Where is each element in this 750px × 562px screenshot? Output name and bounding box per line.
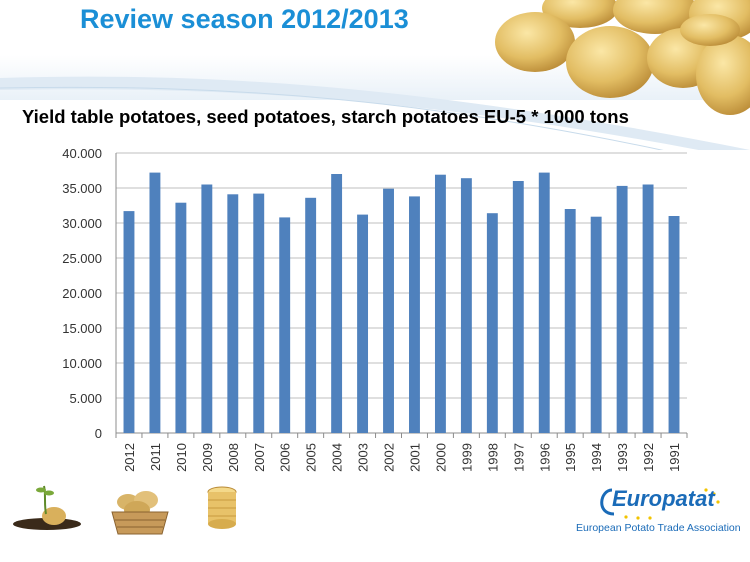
bar <box>331 174 343 433</box>
x-tick-label: 1998 <box>485 443 500 472</box>
x-tick-label: 2009 <box>200 443 215 472</box>
x-tick-label: 2005 <box>304 443 319 472</box>
y-tick-label: 35.000 <box>62 181 102 196</box>
potato-basket-icon <box>111 491 169 535</box>
bar <box>434 174 446 433</box>
bar <box>279 217 291 433</box>
x-tick-label: 2007 <box>252 443 267 472</box>
bar <box>460 178 472 433</box>
y-tick-label: 25.000 <box>62 251 102 266</box>
bar <box>590 216 602 433</box>
x-tick-label: 1996 <box>537 443 552 472</box>
logo-tagline: European Potato Trade Association <box>576 522 741 534</box>
x-tick-label: 1995 <box>563 443 578 472</box>
slide-title: Review season 2012/2013 <box>80 4 409 34</box>
potato-photo-icon <box>495 0 750 115</box>
x-tick-label: 2002 <box>382 443 397 472</box>
bar <box>305 197 317 433</box>
bar <box>642 184 654 433</box>
europatat-logo: Europatat European Potato Trade Associat… <box>572 484 742 544</box>
bar <box>227 194 239 433</box>
bar <box>149 172 161 433</box>
header-swoosh <box>0 76 750 150</box>
x-tick-label: 2001 <box>407 443 422 472</box>
y-tick-label: 15.000 <box>62 321 102 336</box>
chart-title: Yield table potatoes, seed potatoes, sta… <box>22 106 629 127</box>
bar <box>357 214 369 433</box>
x-tick-label: 1997 <box>511 443 526 472</box>
y-tick-label: 10.000 <box>62 356 102 371</box>
bar-chart: 0 5.000 10.000 15.000 20.000 25.000 30.000 35.0… <box>62 146 688 472</box>
bar <box>564 209 576 433</box>
bar <box>175 202 187 433</box>
x-tick-label: 1992 <box>641 443 656 472</box>
logo-wordmark: Europatat <box>612 486 715 511</box>
x-tick-label: 2011 <box>148 443 163 471</box>
y-tick-label: 0 <box>95 426 102 441</box>
x-tick-label: 1999 <box>459 443 474 472</box>
bar <box>253 193 265 433</box>
x-tick-label: 2004 <box>330 443 345 472</box>
x-tick-label: 2000 <box>433 443 448 472</box>
bar <box>616 185 628 433</box>
x-tick-label: 2012 <box>122 443 137 472</box>
y-tick-label: 40.000 <box>62 146 102 161</box>
bar <box>486 213 498 433</box>
bar <box>201 184 213 433</box>
x-tick-label: 2010 <box>174 443 189 472</box>
y-tick-label: 5.000 <box>69 391 102 406</box>
x-tick-label: 2008 <box>226 443 241 472</box>
x-tick-label: 2006 <box>278 443 293 472</box>
y-tick-label: 30.000 <box>62 216 102 231</box>
bar <box>668 216 680 433</box>
x-tick-label: 1991 <box>667 443 682 472</box>
sprouting-potato-icon <box>13 485 81 530</box>
bar <box>383 188 394 433</box>
sliced-potato-icon <box>207 486 237 529</box>
y-tick-label: 20.000 <box>62 286 102 301</box>
bar <box>512 181 524 433</box>
bar <box>409 196 420 433</box>
bar <box>123 211 135 433</box>
x-tick-label: 1993 <box>615 443 630 472</box>
logo-stars <box>600 488 720 520</box>
x-tick-label: 1994 <box>589 443 604 472</box>
x-tick-label: 2003 <box>356 443 371 472</box>
bar <box>538 172 550 433</box>
